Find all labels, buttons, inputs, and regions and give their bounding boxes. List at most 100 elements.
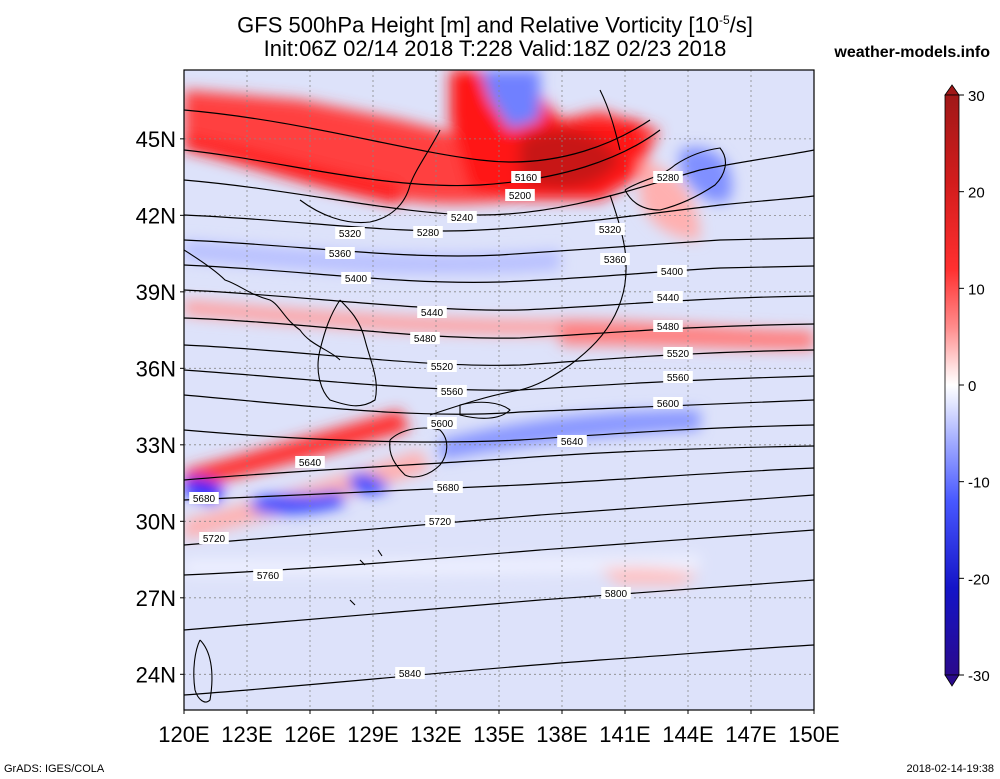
lon-tick-label: 129E xyxy=(347,722,398,747)
contour-label: 5560 xyxy=(667,373,690,384)
contour-label: 5600 xyxy=(657,399,680,410)
contour-label-bg xyxy=(325,247,355,259)
contour-label: 5520 xyxy=(667,349,690,360)
colorbar-tick-label: 10 xyxy=(968,281,985,298)
chart-title-line2: Init:06Z 02/14 2018 T:228 Valid:18Z 02/2… xyxy=(263,36,727,61)
contour-label-bg xyxy=(663,347,693,359)
contour-label-bg xyxy=(653,397,683,409)
lat-tick-label: 30N xyxy=(136,509,176,534)
contour-label: 5400 xyxy=(661,267,684,278)
height-contours xyxy=(184,109,814,696)
contour-label-bg xyxy=(427,417,457,429)
lat-tick-label: 27N xyxy=(136,586,176,611)
contour-label-bg xyxy=(595,223,625,235)
contour-label-bg xyxy=(505,189,535,201)
colorbar-legend xyxy=(944,84,960,687)
colorbar-tick-label: -30 xyxy=(968,668,990,685)
contour-label-bg xyxy=(437,385,467,397)
lon-tick-label: 144E xyxy=(662,722,713,747)
contour-label-bg xyxy=(189,492,219,504)
lat-tick-label: 42N xyxy=(136,203,176,228)
contour-label: 5680 xyxy=(437,483,460,494)
footer-timestamp: 2018-02-14-19:38 xyxy=(906,763,994,775)
lon-tick-label: 141E xyxy=(599,722,650,747)
contour-label: 5240 xyxy=(451,213,474,224)
contour-label: 5800 xyxy=(605,589,628,600)
contour-label: 5560 xyxy=(441,387,464,398)
contour-label: 5600 xyxy=(431,419,454,430)
contour-label-bg xyxy=(295,456,325,468)
contour-label: 5320 xyxy=(599,225,622,236)
contour-label: 5720 xyxy=(429,517,452,528)
contour-label-bg xyxy=(447,211,477,223)
colorbar-tick-label: -10 xyxy=(968,475,990,492)
lon-tick-label: 150E xyxy=(788,722,839,747)
contour-label-bg xyxy=(335,227,365,239)
contour-label: 5360 xyxy=(604,255,627,266)
colorbar-ticks: 30 20 10 0 -10 -20 -30 xyxy=(959,88,990,685)
contour-label-bg xyxy=(601,587,631,599)
colorbar-top-arrow xyxy=(944,84,960,96)
contour-label: 5520 xyxy=(431,362,454,373)
contour-label-bg xyxy=(653,171,683,183)
contour-label-bg xyxy=(417,306,447,318)
contour-label-bg xyxy=(410,332,440,344)
lon-tick-label: 138E xyxy=(536,722,587,747)
axis-labels: 45N 42N 39N 36N 33N 30N 27N 24N 120E 123E 126E 129E… xyxy=(136,127,840,747)
contour-label-bg xyxy=(425,515,455,527)
contour-label: 5400 xyxy=(345,274,368,285)
contour-label: 5640 xyxy=(561,437,584,448)
contour-labels: 5160 5200 5240 5280 5280 5320 5320 5360 5360 5400… xyxy=(189,171,693,680)
lat-tick-label: 36N xyxy=(136,356,176,381)
contour-label-bg xyxy=(600,253,630,265)
contour-label: 5760 xyxy=(257,571,280,582)
contour-label-bg xyxy=(433,481,463,493)
colorbar-bottom-arrow xyxy=(944,674,960,687)
colorbar-strip xyxy=(944,94,960,676)
contour-label-bg xyxy=(253,569,283,581)
colorbar-tick-label: 0 xyxy=(968,378,976,395)
contour-label: 5360 xyxy=(329,249,352,260)
lat-tick-label: 45N xyxy=(136,127,176,152)
colorbar-tick-label: 30 xyxy=(968,88,985,105)
contour-label: 5160 xyxy=(515,173,538,184)
lon-tick-label: 123E xyxy=(221,722,272,747)
colorbar-tick-label: 20 xyxy=(968,185,985,202)
contour-label-bg xyxy=(395,667,425,679)
contour-label: 5640 xyxy=(299,458,322,469)
contour-label: 5680 xyxy=(193,494,216,505)
lon-tick-label: 132E xyxy=(410,722,461,747)
contour-label-bg xyxy=(657,265,687,277)
contour-label-bg xyxy=(557,435,587,447)
contour-label: 5440 xyxy=(421,308,444,319)
lon-tick-label: 120E xyxy=(158,722,209,747)
contour-label: 5280 xyxy=(417,228,440,239)
contour-label: 5480 xyxy=(657,322,680,333)
site-label: weather-models.info xyxy=(834,44,990,61)
contour-label: 5840 xyxy=(399,669,422,680)
contour-label-bg xyxy=(199,532,229,544)
contour-label: 5440 xyxy=(657,293,680,304)
lon-tick-label: 147E xyxy=(725,722,776,747)
contour-label-bg xyxy=(663,371,693,383)
contour-label: 5480 xyxy=(414,334,437,345)
contour-label-bg xyxy=(653,291,683,303)
contour-label: 5200 xyxy=(509,191,532,202)
lat-tick-label: 24N xyxy=(136,662,176,687)
contour-label: 5280 xyxy=(657,173,680,184)
contour-label-bg xyxy=(413,226,443,238)
contour-label-bg xyxy=(427,360,457,372)
footer-credit: GrADS: IGES/COLA xyxy=(4,763,105,775)
contour-label-bg xyxy=(341,272,371,284)
lat-lon-grid xyxy=(184,70,814,710)
chart-title-line1: GFS 500hPa Height [m] and Relative Vorti… xyxy=(237,12,753,38)
contour-label: 5720 xyxy=(203,534,226,545)
lon-tick-label: 126E xyxy=(284,722,335,747)
lat-tick-label: 39N xyxy=(136,280,176,305)
contour-label-bg xyxy=(511,171,541,183)
contour-label: 5320 xyxy=(339,229,362,240)
lat-tick-label: 33N xyxy=(136,433,176,458)
lon-tick-label: 135E xyxy=(473,722,524,747)
coastlines xyxy=(184,89,726,703)
